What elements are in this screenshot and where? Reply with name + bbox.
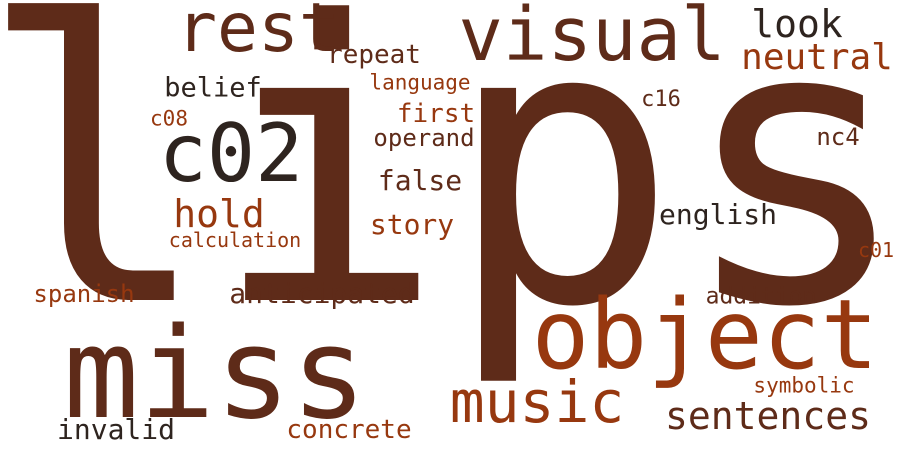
word-addition: addition xyxy=(705,283,817,310)
word-repeat: repeat xyxy=(327,40,421,70)
word-calculation: calculation xyxy=(168,228,302,252)
word-hold: hold xyxy=(173,192,265,236)
word-false: false xyxy=(377,164,463,197)
word-music: music xyxy=(449,368,625,436)
word-miss: miss xyxy=(63,300,367,447)
word-first: first xyxy=(396,99,476,129)
word-visual: visual xyxy=(458,0,726,78)
word-language: language xyxy=(369,70,471,95)
word-sentences: sentences xyxy=(665,394,871,438)
word-c02: c02 xyxy=(158,107,304,200)
word-c01: c01 xyxy=(857,238,895,262)
word-anticipated: anticipated xyxy=(229,277,415,310)
word-object: object xyxy=(531,279,879,391)
word-story: story xyxy=(369,208,455,241)
word-english: english xyxy=(658,198,778,231)
word-rest: rest xyxy=(176,0,340,68)
word-neutral: neutral xyxy=(741,37,893,78)
word-spanish: spanish xyxy=(33,280,135,308)
word-lips: lips xyxy=(0,0,900,392)
word-c16: c16 xyxy=(641,87,681,112)
word-look: look xyxy=(751,2,843,46)
word-symbolic: symbolic xyxy=(753,373,855,398)
word-c08: c08 xyxy=(150,106,188,131)
word-concrete: concrete xyxy=(286,415,412,445)
word-belief: belief xyxy=(164,72,262,104)
word-nc4: nc4 xyxy=(816,123,860,151)
word-operand: operand xyxy=(373,124,475,152)
word-invalid: invalid xyxy=(56,413,176,446)
